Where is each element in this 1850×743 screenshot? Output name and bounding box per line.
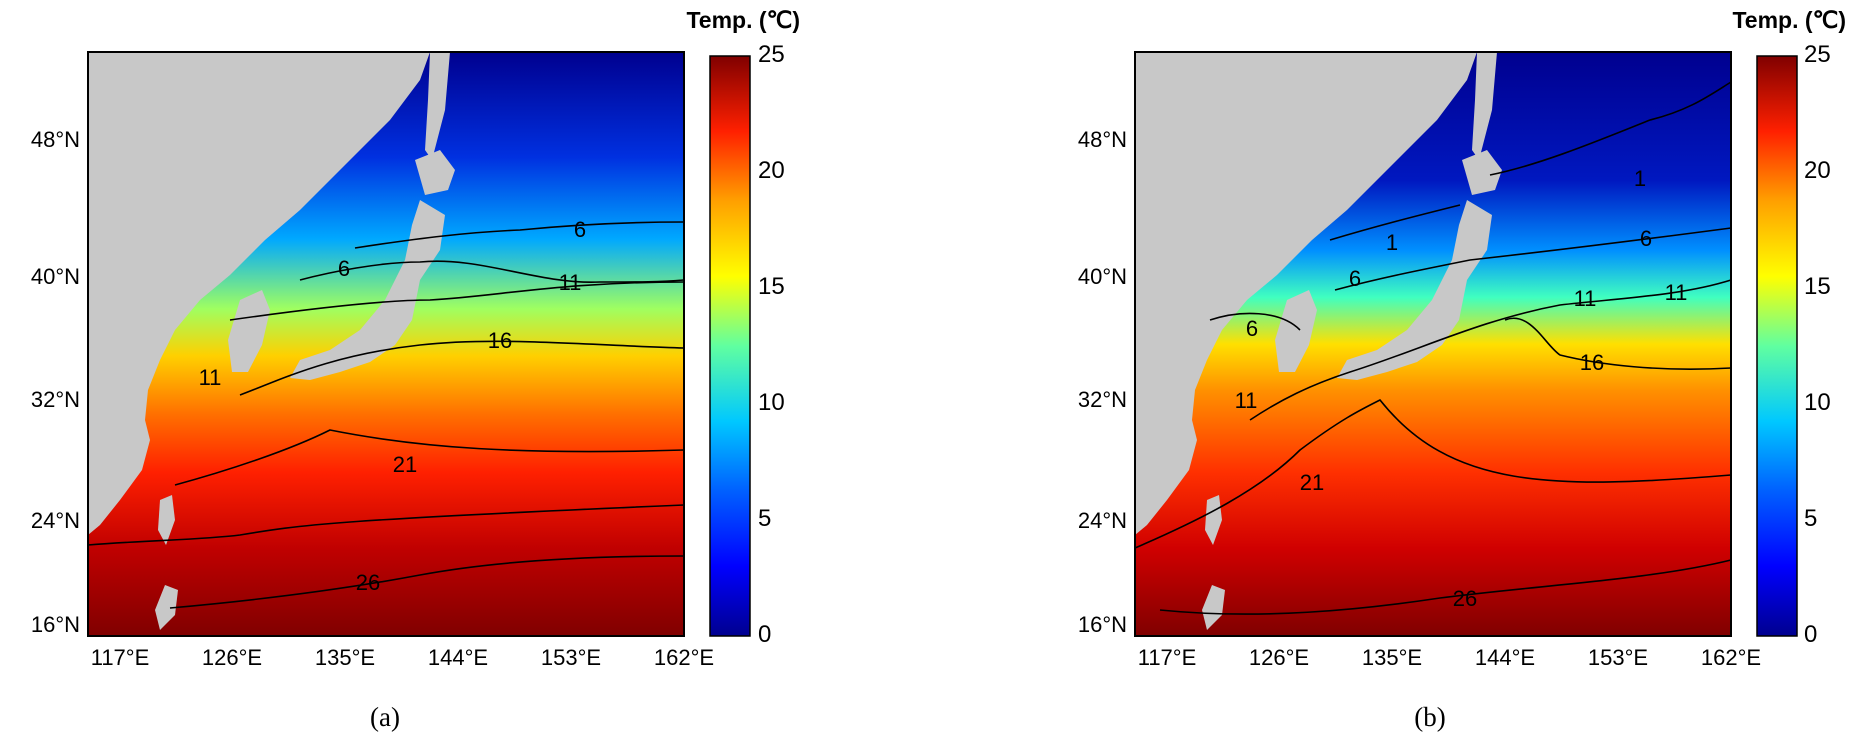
colorbar-tick: 25 [1804, 41, 1831, 68]
lat-tick-label: 40°N [1078, 264, 1127, 289]
colorbar-tick: 15 [758, 273, 785, 300]
contour-label: 6 [1640, 226, 1652, 251]
contour-label: 6 [338, 256, 350, 281]
panel-label-a: (a) [370, 702, 400, 732]
contour-labels: 1 1 6 6 6 11 11 11 16 21 26 [1235, 166, 1688, 611]
contour-label: 21 [393, 452, 417, 477]
colorbar-a: Temp. (℃) 25 20 15 10 5 0 [686, 7, 800, 648]
axes-frame [87, 51, 685, 637]
contour-label: 6 [1349, 266, 1361, 291]
colorbar-tick: 20 [758, 157, 785, 184]
colorbar-tick: 10 [1804, 389, 1831, 416]
contour-label: 26 [1453, 586, 1477, 611]
contour-label: 16 [1580, 350, 1604, 375]
lat-tick-label: 16°N [31, 612, 80, 637]
colorbar-title: Temp. (℃) [1732, 7, 1846, 33]
isotherm-contours [87, 221, 685, 609]
panel-label-b: (b) [1414, 702, 1445, 732]
colorbar-title: Temp. (℃) [686, 7, 800, 33]
contour-label: 11 [1665, 280, 1688, 305]
lat-tick-label: 48°N [1078, 127, 1127, 152]
lon-tick-label: 144°E [1475, 645, 1535, 670]
land-mass [1135, 52, 1502, 630]
colorbar-tick: 10 [758, 389, 785, 416]
contour-label: 16 [488, 328, 512, 353]
colorbar-b: Temp. (℃) 25 20 15 10 5 0 [1732, 7, 1846, 648]
map-panel-b: 1 1 6 6 6 11 11 11 16 21 26 48°N 40°N 32… [1078, 7, 1846, 732]
isotherm-contours [1134, 81, 1732, 615]
lat-ticks: 48°N 40°N 32°N 24°N 16°N [31, 127, 80, 637]
lat-tick-label: 32°N [1078, 387, 1127, 412]
colorbar-tick: 0 [1804, 621, 1817, 648]
lat-tick-label: 32°N [31, 387, 80, 412]
lat-tick-label: 48°N [31, 127, 80, 152]
lon-ticks: 117°E 126°E 135°E 144°E 153°E 162°E [91, 645, 714, 670]
lon-tick-label: 144°E [428, 645, 488, 670]
colorbar-tick: 5 [1804, 505, 1817, 532]
map-panel-a: 6 6 11 11 16 21 26 48°N 40°N 32°N 24°N 1… [31, 7, 800, 732]
contour-label: 26 [356, 570, 380, 595]
contour-label: 6 [1246, 316, 1258, 341]
lon-tick-label: 135°E [315, 645, 375, 670]
contour-label: 21 [1300, 470, 1324, 495]
contour-label: 11 [199, 365, 222, 390]
colorbar-tick: 15 [1804, 273, 1831, 300]
colorbar-tick: 25 [758, 41, 785, 68]
contour-label: 1 [1634, 166, 1646, 191]
lat-tick-label: 24°N [1078, 508, 1127, 533]
lat-ticks: 48°N 40°N 32°N 24°N 16°N [1078, 127, 1127, 637]
lon-ticks: 117°E 126°E 135°E 144°E 153°E 162°E [1138, 645, 1761, 670]
contour-label: 6 [574, 217, 586, 242]
land-mass [88, 52, 455, 630]
lon-tick-label: 117°E [1138, 645, 1197, 670]
lon-tick-label: 153°E [541, 645, 601, 670]
lon-tick-label: 153°E [1588, 645, 1648, 670]
colorbar-tick: 5 [758, 505, 771, 532]
contour-label: 1 [1386, 230, 1398, 255]
lat-tick-label: 24°N [31, 508, 80, 533]
contour-label: 11 [1574, 286, 1597, 311]
colorbar-tick: 20 [1804, 157, 1831, 184]
contour-label: 11 [559, 270, 582, 295]
lon-tick-label: 135°E [1362, 645, 1422, 670]
colorbar-tick: 0 [758, 621, 771, 648]
lon-tick-label: 162°E [1701, 645, 1761, 670]
lon-tick-label: 162°E [654, 645, 714, 670]
lat-tick-label: 16°N [1078, 612, 1127, 637]
lat-tick-label: 40°N [31, 264, 80, 289]
contour-label: 11 [1235, 388, 1258, 413]
lon-tick-label: 126°E [1249, 645, 1309, 670]
contour-labels: 6 6 11 11 16 21 26 [199, 217, 587, 595]
lon-tick-label: 117°E [91, 645, 150, 670]
axes-frame [1134, 51, 1732, 637]
lon-tick-label: 126°E [202, 645, 262, 670]
